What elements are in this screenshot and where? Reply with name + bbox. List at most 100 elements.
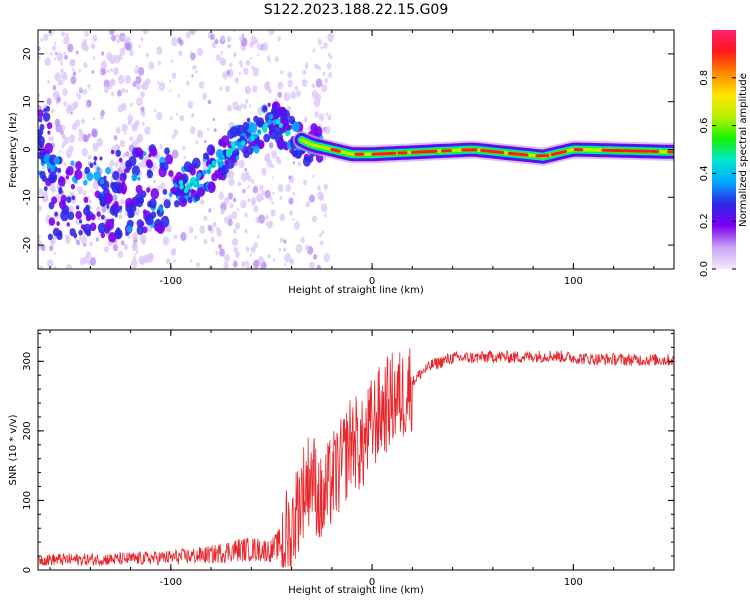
heatmap-cell [249,253,253,257]
heatmap-cell [133,253,136,257]
heatmap-cell [93,161,97,166]
heatmap-cell [136,225,144,235]
heatmap-cell [223,197,230,205]
heatmap-cell [97,216,101,221]
heatmap-cell [121,182,125,187]
heatmap-cell [171,149,179,159]
heatmap-cell [101,68,107,76]
heatmap-cell [114,143,119,150]
heatmap-cell [224,254,230,262]
heatmap-cell [45,123,47,127]
snr-x-axis-label: Height of straight line (km) [288,585,424,596]
heatmap-cell [189,51,192,54]
heatmap-cell [131,173,138,182]
colorbar-tick-label: 0.4 [699,165,710,181]
ridge-peak [550,149,567,157]
heatmap-cell [227,219,233,227]
heatmap-cell [40,37,43,42]
heatmap-cell [158,60,162,66]
heatmap-cell [56,171,62,179]
heatmap-cell [162,188,168,195]
heatmap-cell [114,213,118,218]
heatmap-cell [258,214,265,224]
heatmap-cell [289,210,293,216]
heatmap-cell [166,224,172,233]
heatmap-cell [70,111,73,115]
heatmap-cell [55,123,62,133]
heatmap-cell [112,170,120,181]
heatmap-cell [199,225,206,234]
heatmap-cell [309,261,315,269]
heatmap-cell [241,140,246,146]
heatmap-cell [273,109,279,117]
heatmap-cell [124,74,132,84]
heatmap-cell [313,98,321,108]
heatmap-cell [156,111,163,121]
heatmap-cell [59,150,62,153]
heatmap-cell [178,50,183,57]
heatmap-cell [256,117,265,128]
heatmap-cell [295,244,303,254]
ridge-peak [425,149,438,154]
heatmap-cell [92,142,99,152]
heatmap-cell [115,149,121,157]
heatmap-cell [225,85,231,93]
heatmap-cell [324,78,329,84]
heatmap-cell [229,126,239,138]
heatmap-cell [114,200,119,207]
heatmap-cell [232,197,237,203]
heatmap-cell [62,87,68,96]
heatmap-cell [190,52,196,61]
snr-frame [37,329,675,571]
heatmap-cell [218,243,223,250]
heatmap-cell [44,57,51,67]
heatmap-cell [169,89,172,93]
heatmap-cell [327,32,334,43]
heatmap-cell [187,196,193,204]
heatmap-cell [221,135,230,146]
heatmap-cell [244,228,248,234]
heatmap-cell [104,192,113,204]
heatmap-cell [165,154,174,165]
heatmap-cell [92,34,98,43]
heatmap-cell [79,257,86,266]
heatmap-cell [121,123,128,133]
heatmap-cell [312,174,315,178]
heatmap-cell [143,256,149,263]
heatmap-cell [159,144,163,150]
heatmap-cell [329,54,333,60]
heatmap-cell [219,248,226,257]
heatmap-cell [210,236,215,243]
heatmap-cell [278,160,282,165]
heatmap-cell [305,201,311,208]
heatmap-cell [115,33,119,39]
heatmap-cell [138,44,141,48]
heatmap-cell [278,247,282,252]
heatmap-cell [240,103,244,108]
heatmap-cell [148,153,152,158]
heatmap-cell [64,54,68,60]
heatmap-cell [291,150,296,156]
heatmap-cell [283,263,286,267]
heatmap-cell [70,76,77,85]
heatmap-cell [86,172,94,182]
heatmap-cell [112,243,119,252]
heatmap-cell [100,109,105,116]
colorbar-tick-label: 0.6 [699,118,710,134]
heatmap-cell [83,179,88,186]
heatmap-cell [251,200,256,206]
heatmap-cell [61,31,65,37]
heatmap-cell [315,78,323,88]
heatmap-cell [234,222,241,230]
heatmap-cell [279,213,286,222]
heatmap-cell [277,36,282,42]
heatmap-cell [174,188,182,197]
heatmap-cell [52,85,57,91]
heatmap-cell [305,62,309,67]
heatmap-cell [263,133,271,143]
heatmap-cell [99,156,103,161]
heatmap-cell [183,155,187,160]
heatmap-cell [194,235,197,240]
heatmap-cell [305,244,310,251]
